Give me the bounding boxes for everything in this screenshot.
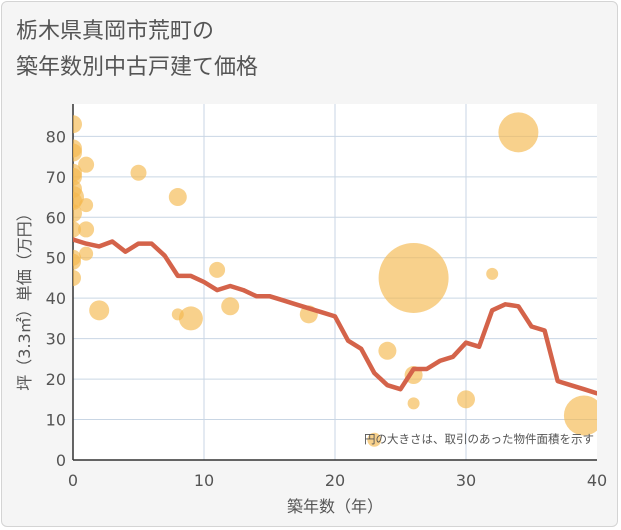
bubble-point — [73, 204, 82, 223]
chart-annotation: 円の大きさは、取引のあった物件面積を示す — [364, 432, 594, 446]
x-tick-label: 40 — [587, 471, 607, 490]
bubble-point — [178, 306, 203, 331]
y-tick-label: 70 — [46, 168, 66, 187]
trend-line — [73, 237, 597, 396]
bubble-point — [78, 221, 95, 238]
chart-title: 栃木県真岡市荒町の 築年数別中古戸建て価格 — [16, 14, 258, 86]
y-axis-label: 坪（3.3㎡）単価（万円） — [15, 205, 34, 390]
chart-title-line2: 築年数別中古戸建て価格 — [16, 55, 259, 80]
bubble-point — [73, 269, 81, 286]
bubble-point — [221, 297, 240, 316]
x-tick-label: 10 — [194, 471, 214, 490]
y-tick-label: 10 — [46, 411, 66, 430]
x-tick-label: 30 — [456, 471, 476, 490]
bubble-point — [498, 112, 539, 153]
x-tick-label: 20 — [325, 471, 345, 490]
bubble-point — [73, 221, 81, 238]
bubble-point — [407, 397, 420, 410]
bubble-point — [209, 261, 226, 278]
bubble-point — [79, 246, 94, 261]
bubble-point — [367, 432, 382, 447]
axis-ticks: 0 10 20 30 40 0 10 20 30 40 50 60 70 80 — [46, 127, 608, 490]
y-tick-label: 20 — [46, 370, 66, 389]
bubble-point — [563, 395, 597, 436]
bubble-point — [378, 242, 449, 313]
bubble-point — [78, 156, 95, 173]
bubble-point — [79, 198, 94, 213]
y-tick-label: 50 — [46, 249, 66, 268]
bubble-point — [168, 188, 187, 207]
x-tick-label: 0 — [68, 471, 78, 490]
bubble-point — [378, 341, 397, 360]
y-tick-label: 0 — [56, 451, 66, 470]
y-tick-label: 30 — [46, 330, 66, 349]
bubble-point — [486, 267, 499, 280]
bubble-point — [73, 143, 82, 162]
y-tick-label: 60 — [46, 208, 66, 227]
bubble-point — [457, 390, 475, 409]
trend-line-series — [73, 237, 597, 396]
y-tick-label: 40 — [46, 289, 66, 308]
x-axis-label: 築年数（年） — [287, 497, 383, 516]
chart-title-line1: 栃木県真岡市荒町の — [16, 19, 215, 44]
bubble-point — [130, 164, 147, 181]
bubble-series — [73, 112, 597, 447]
bubble-point — [73, 115, 82, 134]
y-tick-label: 80 — [46, 127, 66, 146]
bubble-point — [89, 300, 110, 321]
bubble-point — [73, 253, 81, 270]
